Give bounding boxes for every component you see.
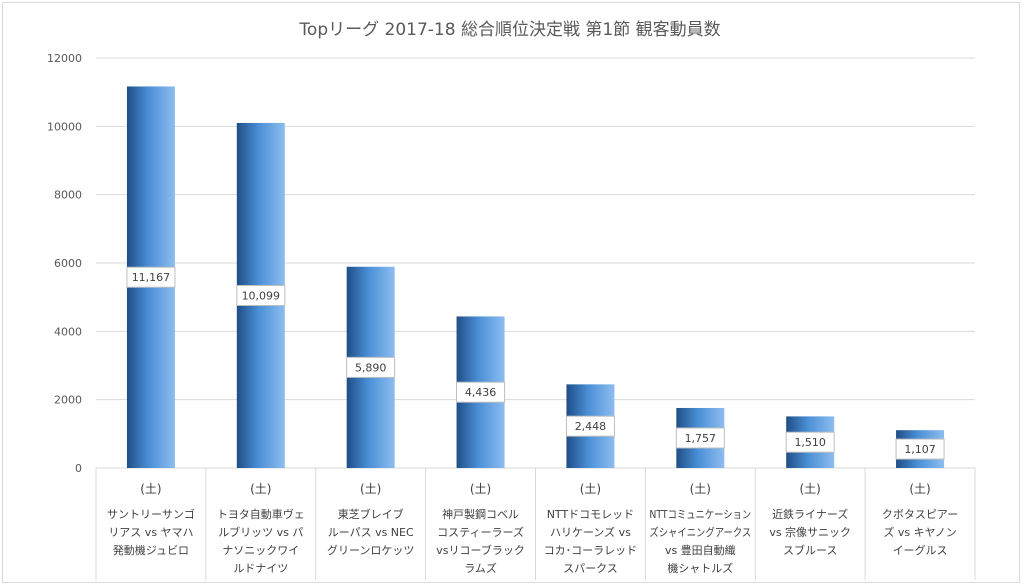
data-label-box — [346, 356, 396, 378]
data-label-box — [895, 438, 945, 460]
category-label-line: ナソニックワイ — [222, 544, 299, 557]
category-label-line: vsリコーブラック — [436, 543, 525, 557]
category-sub-label: (土) — [140, 482, 161, 496]
category-sub-label: (土) — [470, 482, 491, 496]
y-tick-label: 8000 — [54, 189, 82, 202]
category-sub-label: (土) — [580, 482, 601, 496]
category-label-line: コスティーラーズ — [437, 525, 524, 539]
y-tick-label: 12000 — [47, 52, 82, 65]
y-tick-label: 10000 — [47, 120, 82, 133]
category-label-line: コカ･コーラレッド — [544, 544, 638, 557]
data-label: 1,757 — [685, 432, 717, 445]
data-label-box — [785, 431, 835, 453]
category-label-line: vs 宗像サニック — [769, 525, 851, 539]
category-label-line: クボタスピアー — [882, 508, 958, 521]
data-label: 4,436 — [465, 386, 497, 399]
y-tick-label: 6000 — [54, 257, 82, 270]
data-label: 10,099 — [242, 289, 281, 302]
category-label-line: スブルース — [783, 543, 837, 557]
data-label: 1,510 — [794, 436, 826, 449]
data-label-box — [126, 266, 176, 288]
category-label-line: グリーンロケッツ — [327, 543, 414, 557]
category-label-line: NTTコミュニケーション — [649, 508, 751, 521]
category-label-line: ルドナイツ — [233, 562, 288, 575]
data-label: 11,167 — [132, 271, 171, 284]
data-label-box — [675, 427, 725, 449]
category-label-line: ルーパス vs NEC — [328, 526, 414, 539]
category-label-line: NTTドコモレッド — [547, 508, 634, 521]
category-label-line: ズ vs キヤノン — [883, 525, 956, 539]
category-label-line: 東芝ブレイブ — [338, 507, 404, 521]
category-label-line: サントリーサンゴ — [107, 507, 195, 521]
category-label-line: トヨタ自動車ヴェ — [217, 507, 305, 521]
data-label: 2,448 — [575, 420, 607, 433]
category-label-line: vs 豊田自動織 — [665, 543, 736, 557]
category-label-line: 機シャトルズ — [667, 561, 733, 575]
y-tick-label: 4000 — [54, 325, 82, 338]
category-label-line: ラムズ — [464, 561, 497, 575]
y-tick-label: 0 — [75, 462, 82, 475]
category-label-line: イーグルス — [893, 543, 948, 557]
data-label: 5,890 — [355, 361, 387, 374]
category-label-line: リアス vs ヤマハ — [108, 526, 193, 539]
y-tick-label: 2000 — [54, 394, 82, 407]
category-label-line: スパークス — [563, 562, 618, 575]
data-label-box — [565, 415, 615, 437]
category-label-line: 神戸製鋼コベル — [442, 507, 519, 521]
category-sub-label: (土) — [360, 482, 381, 496]
data-label-box — [456, 381, 506, 403]
chart-title: Topリーグ 2017-18 総合順位決定戦 第1節 観客動員数 — [298, 20, 720, 40]
category-sub-label: (土) — [250, 482, 271, 496]
category-sub-label: (土) — [690, 482, 711, 496]
category-label-line: ルブリッツ vs パ — [218, 525, 303, 539]
data-label-box — [236, 284, 286, 306]
category-label-line: ズシャイニングアークス — [649, 525, 751, 539]
data-label: 1,107 — [904, 443, 936, 456]
category-label-line: ハリケーンズ vs — [550, 525, 631, 539]
category-sub-label: (土) — [800, 482, 821, 496]
category-label-line: 近鉄ライナーズ — [772, 507, 848, 521]
category-sub-label: (土) — [909, 482, 930, 496]
category-label-line: 発動機ジュビロ — [113, 543, 189, 557]
